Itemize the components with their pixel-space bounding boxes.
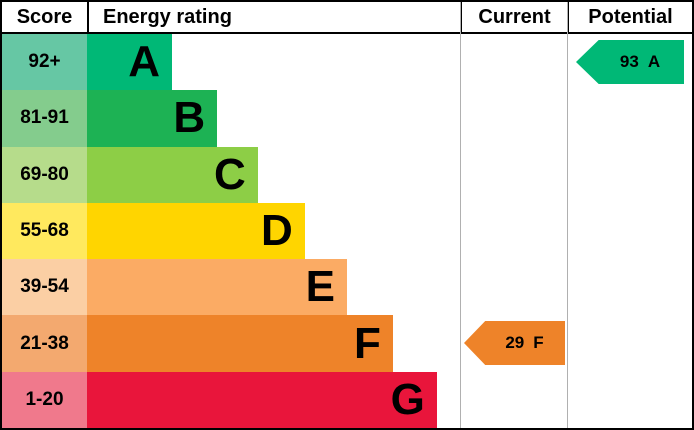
chart-header: Score Energy rating Current Potential [2,2,692,34]
band-row-b: 81-91 B [2,90,692,147]
band-bar-f: F [87,315,393,372]
current-rating-arrow: 29 F [464,321,565,365]
score-label-b: 81-91 [2,90,87,147]
band-bar-e: E [87,259,347,316]
potential-rating-value: 93 [619,52,639,71]
current-rating-letter: F [533,333,544,352]
potential-rating-arrow: 93 A [576,40,684,84]
band-letter-c: C [214,149,246,199]
current-column-divider [460,2,461,428]
band-letter-f: F [353,318,381,368]
band-row-g: 1-20 G [2,371,692,428]
potential-column-divider [567,2,568,428]
band-row-d: 55-68 D [2,202,692,260]
rating-area: E [87,259,460,316]
rating-area: D [87,202,460,260]
rating-area: G [87,371,460,428]
band-bar-g: G [87,371,437,428]
header-potential: Potential [567,2,692,32]
score-label-c: 69-80 [2,146,87,203]
band-bar-c: C [87,146,258,203]
band-row-c: 69-80 C [2,146,692,203]
band-row-e: 39-54 E [2,259,692,316]
header-current: Current [460,2,567,32]
rating-area: A [87,34,460,91]
score-label-a: 92+ [2,34,87,91]
potential-rating-letter: A [647,52,661,71]
current-rating-value: 29 [505,333,525,352]
rating-area: F [87,315,460,372]
band-bar-a: A [87,34,173,91]
rating-area: C [87,146,460,203]
band-rows: 92+ A 81-91 B 69-80 C 5 [2,34,692,428]
band-bar-b: B [87,90,218,147]
header-score: Score [16,5,73,28]
header-energy-rating: Energy rating [87,2,460,32]
band-letter-a: A [128,37,161,87]
rating-area: B [87,90,460,147]
score-label-d: 55-68 [2,202,87,260]
band-letter-e: E [305,262,335,312]
band-row-f: 21-38 F [2,315,692,372]
band-letter-g: G [390,374,425,424]
score-label-g: 1-20 [2,371,87,428]
score-label-f: 21-38 [2,315,87,372]
band-letter-b: B [173,93,206,143]
band-row-a: 92+ A [2,34,692,91]
band-letter-d: D [261,205,293,255]
band-bar-d: D [87,202,305,260]
score-label-e: 39-54 [2,259,87,316]
